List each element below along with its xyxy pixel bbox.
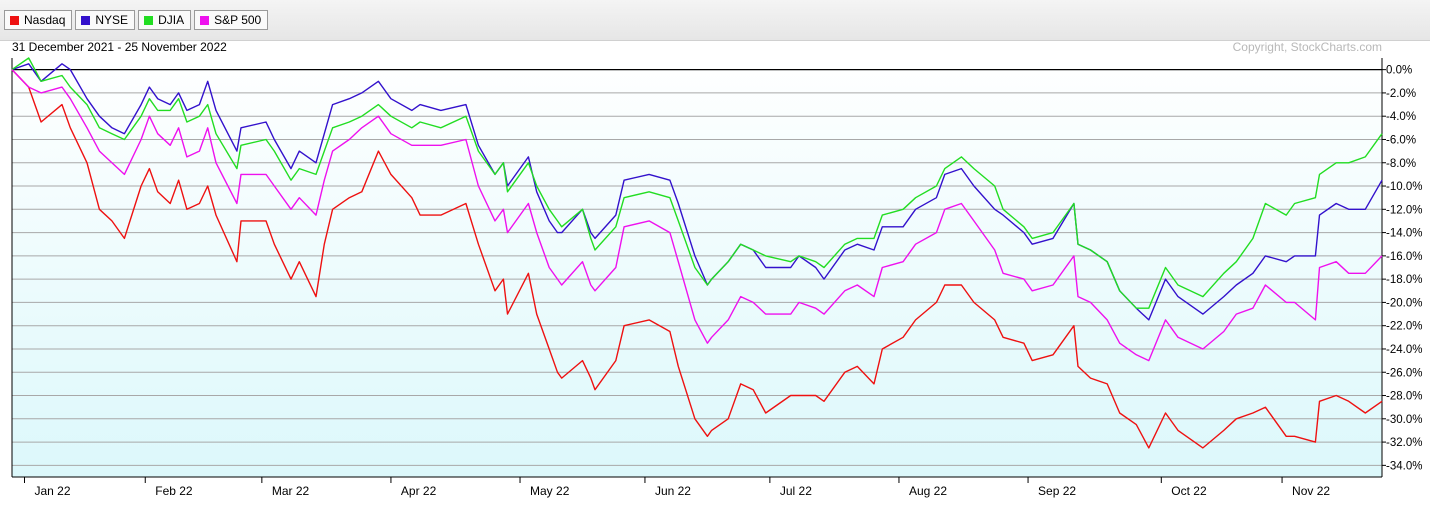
y-tick-label: -10.0% [1386,181,1422,193]
y-tick-label: -30.0% [1386,414,1422,426]
y-tick-label: -12.0% [1386,204,1422,216]
y-tick-label: -8.0% [1386,158,1416,170]
legend-label-nyse: NYSE [95,13,129,27]
plot-area [12,58,1382,477]
legend-item-nasdaq[interactable]: Nasdaq [4,10,73,30]
legend-item-nyse[interactable]: NYSE [75,10,136,30]
legend-item-djia[interactable]: DJIA [138,10,192,30]
legend-label-djia: DJIA [158,13,185,27]
x-tick-label: May 22 [530,484,570,498]
y-tick-label: -24.0% [1386,344,1422,356]
x-tick-label: Mar 22 [272,484,310,498]
series-line-s-p-500 [11,69,1383,362]
legend-label-nasdaq: Nasdaq [24,13,66,27]
x-tick-label: Jan 22 [34,484,70,498]
x-tick-label: Jun 22 [655,484,691,498]
y-tick-label: -26.0% [1386,367,1422,379]
legend-swatch-sp500 [200,15,210,25]
y-tick-label: -14.0% [1386,228,1422,240]
x-tick-label: Feb 22 [155,484,193,498]
x-tick-label: Apr 22 [401,484,437,498]
legend-item-sp500[interactable]: S&P 500 [194,10,269,30]
y-tick-label: -6.0% [1386,134,1416,146]
legend-label-sp500: S&P 500 [214,13,262,27]
y-tick-label: -22.0% [1386,321,1422,333]
y-tick-label: -34.0% [1386,460,1422,472]
y-tick-label: -28.0% [1386,391,1422,403]
date-range-label: 31 December 2021 - 25 November 2022 [12,40,227,54]
legend-swatch-nyse [81,15,91,25]
legend-bar: Nasdaq NYSE DJIA S&P 500 [0,0,1430,41]
x-tick-label: Oct 22 [1171,484,1207,498]
y-tick-label: -16.0% [1386,251,1422,263]
legend: Nasdaq NYSE DJIA S&P 500 [4,10,269,30]
y-tick-label: -32.0% [1386,437,1422,449]
copyright-label: Copyright, StockCharts.com [1232,40,1382,54]
series-line-djia [11,57,1383,309]
x-tick-label: Sep 22 [1038,484,1076,498]
y-tick-label: -4.0% [1386,111,1416,123]
series-line-nasdaq [11,69,1383,449]
x-tick-label: Nov 22 [1292,484,1330,498]
y-tick-label: 0.0% [1386,65,1412,77]
x-tick-label: Aug 22 [909,484,947,498]
y-tick-label: -2.0% [1386,88,1416,100]
y-tick-label: -18.0% [1386,274,1422,286]
y-tick-label: -20.0% [1386,297,1422,309]
legend-swatch-nasdaq [10,15,19,25]
legend-swatch-djia [144,15,154,25]
x-tick-label: Jul 22 [780,484,812,498]
